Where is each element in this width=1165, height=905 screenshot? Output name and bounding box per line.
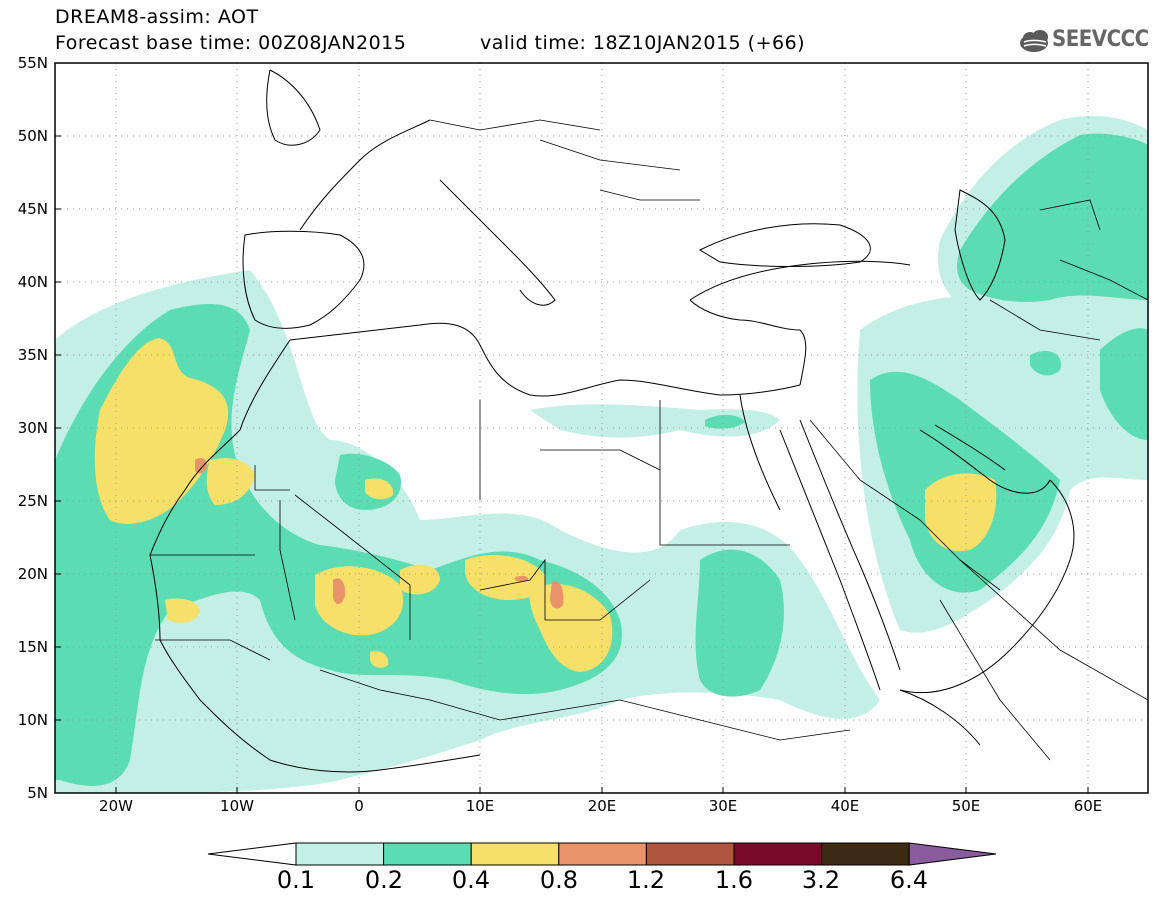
colorbar-label: 0.2 — [364, 866, 404, 894]
colorbar-cell — [383, 842, 472, 866]
lon-label: 20W — [99, 797, 133, 815]
lat-label: 20N — [17, 565, 48, 583]
lat-label: 55N — [17, 54, 48, 72]
lon-label: 40E — [830, 797, 860, 815]
lon-label: 10W — [220, 797, 254, 815]
colorbar — [207, 842, 997, 866]
colorbar-cell — [295, 842, 385, 866]
colorbar-cell — [470, 842, 560, 866]
lon-label: 20E — [587, 797, 617, 815]
lon-label: 0 — [354, 797, 364, 815]
lat-label: 5N — [27, 784, 48, 802]
lon-label: 30E — [708, 797, 738, 815]
colorbar-label: 1.6 — [714, 866, 754, 894]
lat-label: 40N — [17, 273, 48, 291]
colorbar-label: 1.2 — [626, 866, 666, 894]
colorbar-cell — [908, 842, 997, 866]
valid-time-label: valid time: 18Z10JAN2015 (+66) — [480, 32, 806, 54]
colorbar-label: 0.8 — [539, 866, 579, 894]
logo-text: SEEVCCC — [1052, 27, 1149, 52]
lat-label: 45N — [17, 200, 48, 218]
lon-label: 60E — [1073, 797, 1103, 815]
lat-label: 15N — [17, 638, 48, 656]
map-title: DREAM8-assim: AOT — [55, 6, 259, 28]
lon-label: 50E — [951, 797, 981, 815]
base-time-label: Forecast base time: 00Z08JAN2015 — [55, 32, 407, 54]
lat-label: 35N — [17, 346, 48, 364]
seevccc-logo — [1020, 30, 1048, 52]
colorbar-cell — [207, 842, 297, 866]
lon-label: 10E — [465, 797, 495, 815]
colorbar-cell — [821, 842, 910, 866]
colorbar-label: 3.2 — [801, 866, 841, 894]
colorbar-cell — [733, 842, 823, 866]
colorbar-label: 0.1 — [276, 866, 316, 894]
lat-label: 30N — [17, 419, 48, 437]
colorbar-label: 0.4 — [451, 866, 491, 894]
graticule — [55, 63, 1148, 793]
lat-label: 50N — [17, 127, 48, 145]
lat-label: 10N — [17, 711, 48, 729]
lat-label: 25N — [17, 492, 48, 510]
colorbar-cell — [645, 842, 735, 866]
colorbar-cell — [558, 842, 647, 866]
colorbar-label: 6.4 — [889, 866, 929, 894]
aot-level-0-8 — [195, 458, 564, 609]
country-borders — [150, 119, 1148, 761]
